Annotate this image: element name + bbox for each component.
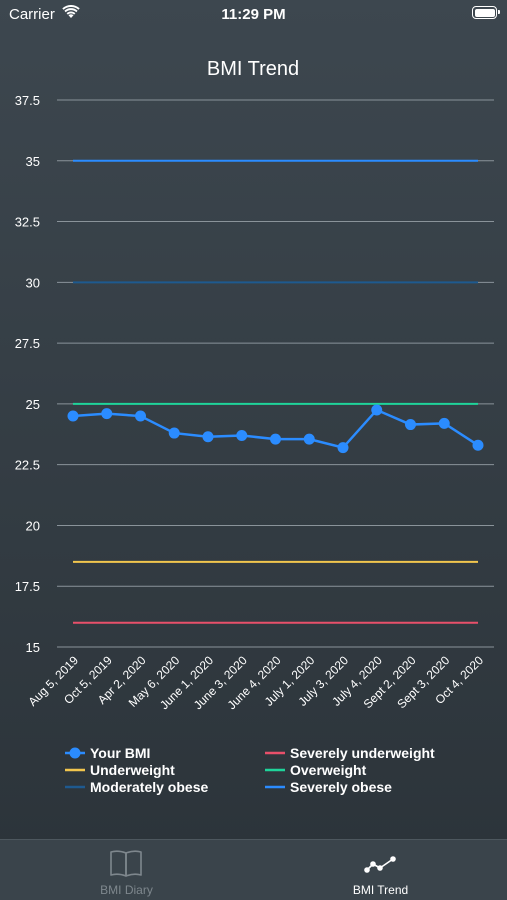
y-tick-label: 32.5 [15, 215, 40, 230]
wifi-icon [62, 5, 80, 18]
tab-label: BMI Diary [100, 883, 153, 897]
tab-label: BMI Trend [352, 883, 409, 897]
y-tick-label: 35 [26, 154, 40, 169]
legend-label: Severely obese [290, 779, 392, 795]
battery-icon [472, 6, 500, 19]
legend-label: Overweight [290, 762, 367, 778]
legend-label: Severely underweight [290, 745, 435, 761]
data-point [168, 427, 180, 439]
y-tick-label: 17.5 [15, 579, 40, 594]
carrier-label: Carrier [9, 6, 55, 23]
status-bar: Carrier 11:29 PM [0, 0, 507, 28]
y-tick-label: 20 [26, 518, 40, 533]
y-tick-label: 30 [26, 275, 40, 290]
data-point [371, 404, 383, 416]
tab-bmi-trend[interactable]: BMI Trend [254, 840, 507, 900]
data-point [405, 419, 416, 431]
trend-line-icon [364, 856, 396, 873]
chart-title: BMI Trend [207, 58, 299, 80]
data-point [438, 417, 450, 429]
legend-label: Moderately obese [90, 779, 208, 795]
y-tick-label: 37.5 [15, 93, 40, 108]
legend-marker [69, 747, 81, 759]
legend-label: Your BMI [90, 745, 150, 761]
legend-label: Underweight [90, 762, 175, 778]
data-point [337, 442, 349, 454]
data-point [101, 408, 113, 420]
y-tick-label: 27.5 [15, 336, 40, 351]
clock: 11:29 PM [221, 6, 286, 23]
bmi-trend-chart: BMI Trend1517.52022.52527.53032.53537.5A… [15, 58, 494, 795]
data-point [202, 431, 214, 443]
data-point [303, 433, 315, 445]
data-point [236, 429, 248, 441]
y-tick-label: 25 [26, 397, 40, 412]
data-point [270, 433, 281, 445]
y-tick-label: 22.5 [15, 458, 40, 473]
tab-bar: BMI Diary BMI Trend [0, 839, 507, 900]
book-icon [110, 850, 142, 877]
data-point [67, 410, 79, 422]
data-point [472, 439, 484, 451]
y-tick-label: 15 [26, 640, 40, 655]
data-point [135, 410, 146, 422]
tab-bmi-diary[interactable]: BMI Diary [0, 840, 253, 900]
